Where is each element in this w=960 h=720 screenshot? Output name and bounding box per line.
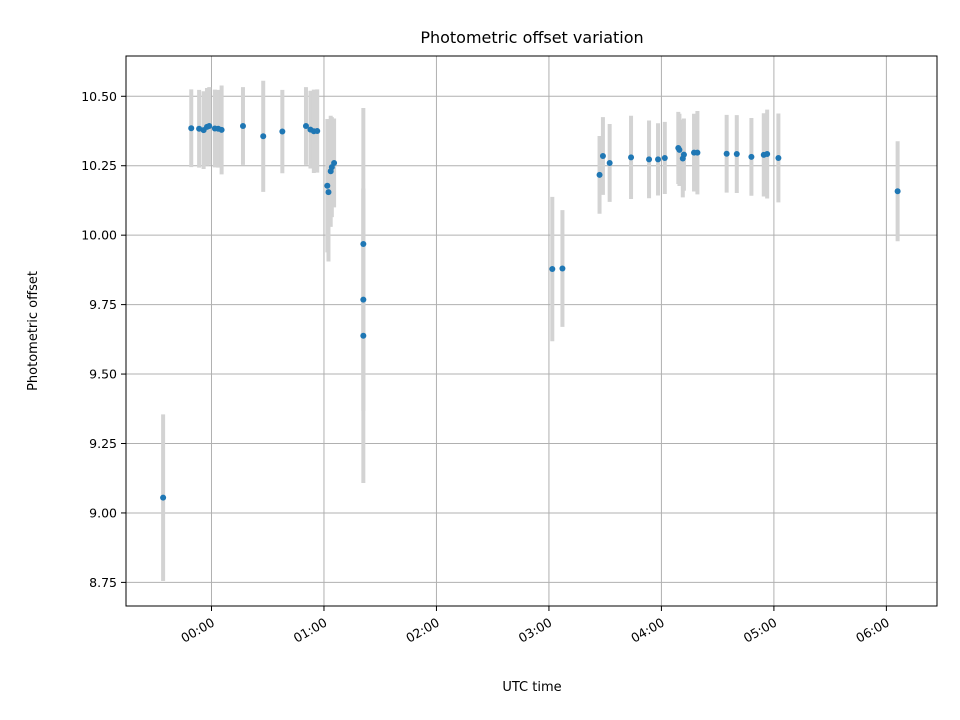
y-tick-label: 8.75 [89,575,117,590]
data-point [748,153,755,160]
data-point [680,151,687,158]
data-point [894,188,901,195]
y-tick-label: 9.25 [89,436,117,451]
data-point [646,156,653,163]
data-point [218,126,225,133]
y-tick-label: 10.50 [81,89,117,104]
data-point [360,296,367,303]
data-point [325,189,332,196]
data-point [596,171,603,178]
data-point [239,123,246,129]
data-point [302,123,309,129]
grid-lines [126,56,937,606]
data-point [360,332,367,339]
chart-title: Photometric offset variation [420,28,643,47]
y-tick-label: 9.50 [89,367,117,382]
y-tick-label: 10.25 [81,158,117,173]
data-point [279,128,286,135]
data-point [723,150,730,157]
plot-frame [125,55,938,607]
data-point [661,154,668,161]
data-point [655,156,662,163]
data-point [324,182,331,189]
data-point [775,154,782,161]
data-point [188,125,195,132]
y-tick-label: 9.00 [89,505,117,520]
y-axis-ticks: 8.75 9.00 9.25 9.50 9.75 10.00 10.25 10.50 [81,89,126,590]
data-point [331,159,338,166]
y-tick-label: 10.00 [81,228,117,243]
data-point [314,128,321,134]
data-points [160,123,901,501]
data-point [694,149,701,156]
data-point [360,241,367,248]
y-axis-label: Photometric offset [26,271,41,391]
data-point [160,494,167,501]
y-tick-label: 9.75 [89,297,117,312]
data-point [764,151,771,158]
data-point [606,159,613,166]
data-point [599,153,606,159]
data-point [260,133,267,140]
data-point [549,266,556,273]
data-point [628,154,635,161]
data-point [196,125,203,132]
data-point [733,151,740,158]
data-point [206,123,213,129]
data-point [559,265,566,272]
x-axis-label: UTC time [502,680,561,695]
data-point [676,146,683,153]
